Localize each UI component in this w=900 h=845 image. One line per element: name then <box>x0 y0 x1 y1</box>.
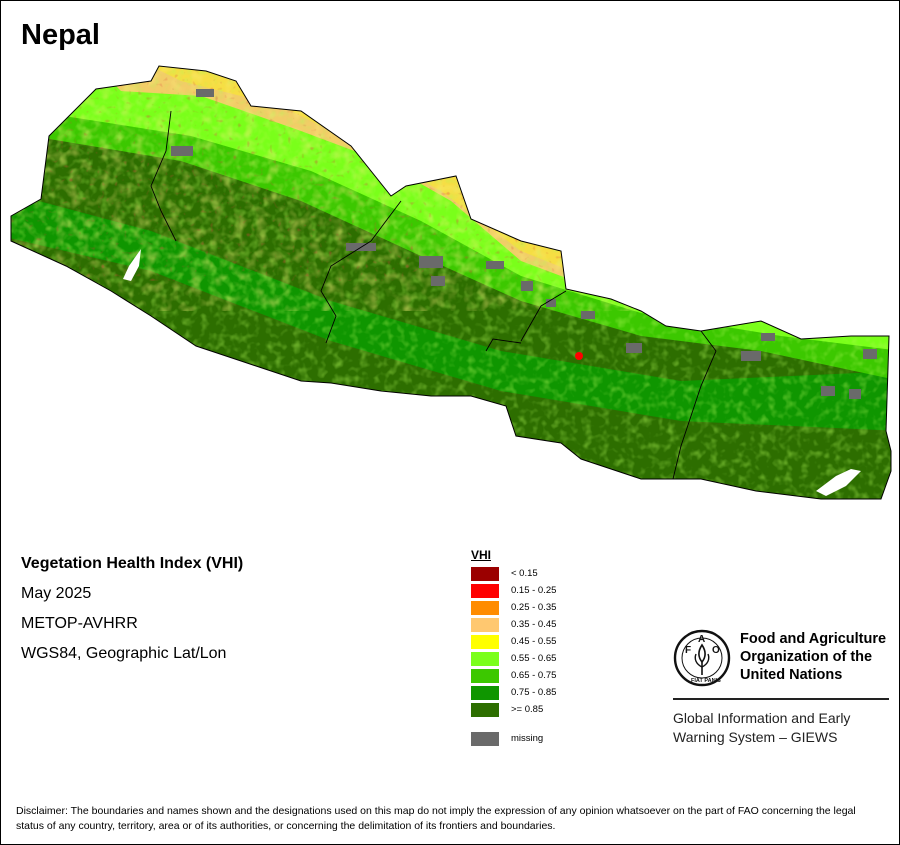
period-label: May 2025 <box>21 585 92 602</box>
legend-swatch <box>471 600 499 615</box>
projection-label: WGS84, Geographic Lat/Lon <box>21 645 227 662</box>
index-title: Vegetation Health Index (VHI) <box>21 555 244 572</box>
legend-title: VHI <box>471 548 492 562</box>
org-name-line: United Nations <box>740 667 843 683</box>
legend-swatch <box>471 634 499 649</box>
legend-swatch <box>471 731 499 746</box>
legend-label: 0.15 - 0.25 <box>511 585 557 596</box>
legend-swatch <box>471 617 499 632</box>
logo-letter-f: F <box>685 645 691 656</box>
sensor-label: METOP-AVHRR <box>21 615 138 632</box>
system-line: Global Information and Early <box>673 710 851 726</box>
legend-swatch <box>471 668 499 683</box>
nepal-vhi-map <box>10 65 892 500</box>
legend-label: missing <box>511 733 544 744</box>
org-name-line: Organization of the <box>740 649 873 665</box>
disclaimer-text: Disclaimer: The boundaries and names sho… <box>16 805 856 832</box>
system-line: Warning System – GIEWS <box>673 729 838 745</box>
legend-swatch <box>471 651 499 666</box>
legend-label: < 0.15 <box>511 568 538 579</box>
logo-letter-o: O <box>712 645 720 656</box>
legend-label: 0.75 - 0.85 <box>511 687 557 698</box>
logo-motto: FIAT PANIS <box>691 678 721 684</box>
legend-label: >= 0.85 <box>511 704 544 715</box>
map-title: Nepal <box>21 19 100 51</box>
organization-divider <box>673 698 889 700</box>
legend-label: 0.45 - 0.55 <box>511 636 557 647</box>
legend-label: 0.25 - 0.35 <box>511 602 557 613</box>
legend-label: 0.65 - 0.75 <box>511 670 557 681</box>
legend-swatch <box>471 685 499 700</box>
legend-item: 0.75 - 0.85 <box>471 684 556 701</box>
fao-logo-icon: F A O FIAT PANIS <box>673 629 731 687</box>
organization-name: Food and Agriculture Organization of the… <box>740 630 886 684</box>
legend-item: >= 0.85 <box>471 701 556 718</box>
legend-item: 0.45 - 0.55 <box>471 633 556 650</box>
logo-letter-a: A <box>698 634 705 645</box>
legend-label: 0.35 - 0.45 <box>511 619 557 630</box>
legend-item: 0.25 - 0.35 <box>471 599 556 616</box>
legend-item: < 0.15 <box>471 565 556 582</box>
system-name: Global Information and Early Warning Sys… <box>673 709 850 747</box>
legend-swatch <box>471 583 499 598</box>
vhi-legend: VHI < 0.15 0.15 - 0.25 0.25 - 0.35 0.35 … <box>471 548 556 747</box>
legend-item: 0.15 - 0.25 <box>471 582 556 599</box>
legend-swatch <box>471 702 499 717</box>
legend-item-missing: missing <box>471 730 556 747</box>
legend-swatch <box>471 566 499 581</box>
legend-item: 0.35 - 0.45 <box>471 616 556 633</box>
legend-label: 0.55 - 0.65 <box>511 653 557 664</box>
map-info: Vegetation Health Index (VHI) May 2025 M… <box>21 549 243 669</box>
legend-item: 0.55 - 0.65 <box>471 650 556 667</box>
legend-item: 0.65 - 0.75 <box>471 667 556 684</box>
org-name-line: Food and Agriculture <box>740 631 887 647</box>
